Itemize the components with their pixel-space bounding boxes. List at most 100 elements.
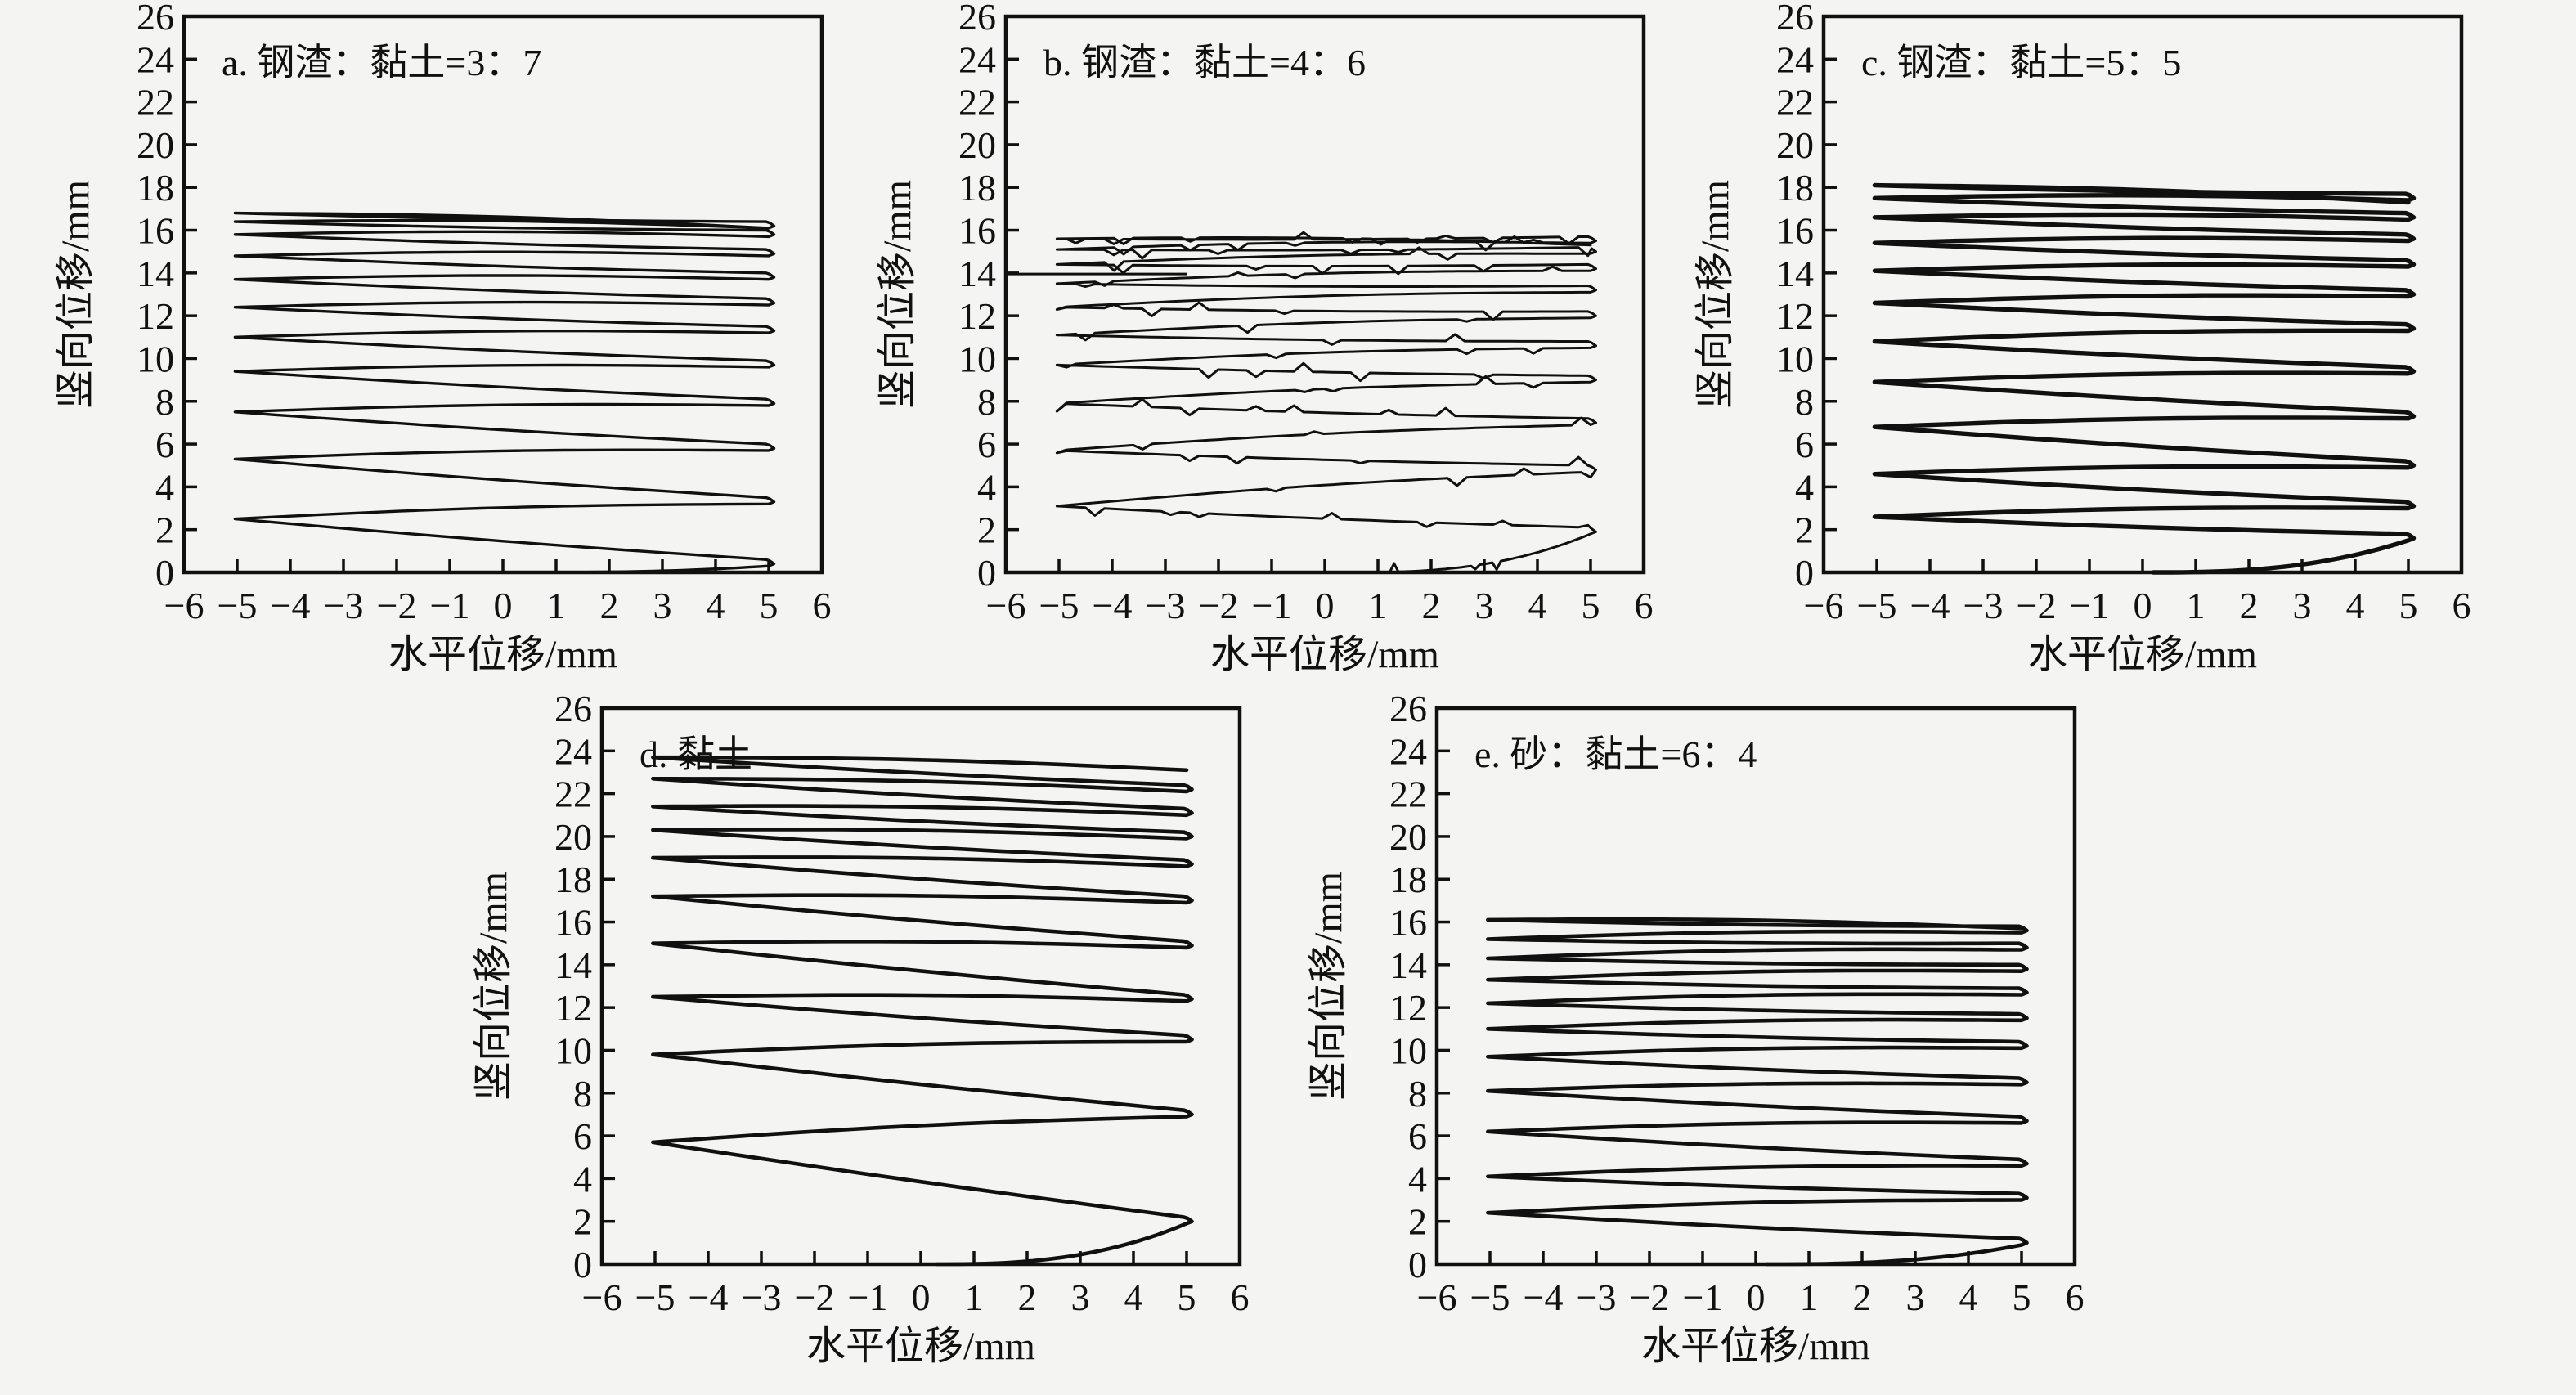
chart-c: −6 −5 −4 −3 −2 −1 0 1 2 3 4 5 6 0 2 4 6 8 10 12 14 16 18 20 22 24… (1685, 0, 2494, 703)
chart-e-y-tick-label: 8 (1408, 1073, 1427, 1115)
chart-a-x-tick-label: 5 (760, 585, 779, 626)
chart-d-y-tick-label: 6 (573, 1115, 592, 1157)
chart-b-curve (1055, 231, 1597, 574)
chart-a-plot-svg: −6 −5 −4 −3 −2 −1 0 1 2 3 4 5 6024681012141618202224… (137, 0, 832, 626)
chart-b-y-tick-label: 16 (958, 210, 996, 252)
chart-e-x-tick-label: −6 (1417, 1276, 1457, 1318)
chart-e-plot-svg: −6 −5 −4 −3 −2 −1 0 1 2 3 4 5 6024681012141618202224… (1389, 692, 2085, 1318)
chart-e-y-tick-label: 14 (1389, 944, 1427, 986)
chart-b-y-tick-label: 6 (977, 424, 996, 465)
chart-e-x-axis-title: 水平位移/mm (1640, 1325, 1870, 1368)
chart-d-y-tick-label: 22 (554, 774, 592, 815)
chart-d-y-tick-label: 12 (554, 987, 592, 1029)
chart-d-panel-label: d. 黏土 (640, 733, 752, 775)
chart-b-panel-label: b. 钢渣：黏土=4：6 (1043, 42, 1366, 83)
chart-a-y-tick-label: 10 (137, 338, 174, 379)
chart-d-y-tick-label: 8 (573, 1073, 592, 1115)
chart-a-y-tick-label: 24 (137, 38, 174, 80)
chart-d-x-tick-label: 6 (1231, 1276, 1250, 1318)
chart-e-x-tick-label: −3 (1577, 1276, 1617, 1318)
chart-d-x-axis-title: 水平位移/mm (806, 1325, 1035, 1368)
chart-b-x-tick-label: 3 (1475, 585, 1494, 626)
chart-b-y-tick-label: 4 (977, 466, 996, 508)
chart-e-x-tick-label: −1 (1683, 1276, 1723, 1318)
chart-a-x-tick-label: −4 (271, 585, 311, 626)
chart-e-y-tick-label: 12 (1389, 987, 1427, 1029)
chart-e-x-tick-label: 1 (1800, 1276, 1819, 1318)
chart-a-x-tick-label: 1 (547, 585, 566, 626)
chart-a-x-tick-label: 4 (707, 585, 725, 626)
chart-c-y-tick-label: 18 (1776, 167, 1814, 209)
chart-a-y-tick-label: 2 (155, 509, 174, 551)
chart-a-x-tick-label: −3 (324, 585, 364, 626)
chart-b-y-tick-label: 20 (958, 124, 996, 166)
chart-a-x-tick-label: −2 (377, 585, 417, 626)
chart-a-panel-label: a. 钢渣：黏土=3：7 (222, 42, 542, 83)
chart-a-y-tick-label: 8 (155, 381, 174, 423)
chart-b-y-tick-label: 18 (958, 167, 996, 209)
chart-b-y-tick-label: 26 (958, 0, 996, 38)
chart-e-y-tick-label: 4 (1408, 1158, 1427, 1200)
chart-b-y-tick-label: 12 (958, 295, 996, 337)
chart-d-y-tick-label: 10 (554, 1029, 592, 1071)
chart-d-y-tick-label: 4 (573, 1158, 592, 1200)
chart-b-y-tick-label: 2 (977, 509, 996, 551)
chart-d-y-tick-label: 14 (554, 944, 592, 986)
chart-d-curve (651, 755, 1194, 1267)
chart-c-x-tick-label: −6 (1804, 585, 1844, 626)
chart-c-x-tick-label: 6 (2453, 585, 2471, 626)
chart-a-y-tick-label: 16 (137, 210, 174, 252)
chart-a-x-tick-label: −6 (164, 585, 204, 626)
chart-a-x-tick-label: 2 (600, 585, 619, 626)
chart-c-y-tick-label: 22 (1776, 82, 1814, 123)
chart-d-y-tick-label: 20 (554, 816, 592, 858)
chart-b-y-tick-label: 8 (977, 381, 996, 423)
chart-d-x-tick-label: −4 (689, 1276, 729, 1318)
chart-c-x-tick-label: 1 (2187, 585, 2206, 626)
chart-a-x-tick-label: −1 (430, 585, 470, 626)
chart-e-y-tick-label: 16 (1389, 902, 1427, 944)
chart-a-x-axis-title: 水平位移/mm (388, 633, 617, 676)
chart-d-x-tick-label: 3 (1071, 1276, 1090, 1318)
chart-e-y-tick-label: 6 (1408, 1115, 1427, 1157)
chart-b-x-tick-label: −4 (1093, 585, 1133, 626)
chart-c-y-tick-label: 16 (1776, 210, 1814, 252)
chart-e-x-tick-label: −5 (1470, 1276, 1510, 1318)
chart-e-y-tick-label: 24 (1389, 730, 1427, 772)
chart-c-x-tick-label: −3 (1963, 585, 2004, 626)
chart-a-y-tick-label: 20 (137, 124, 174, 166)
chart-c-y-tick-label: 4 (1795, 466, 1814, 508)
chart-d-x-tick-label: 4 (1124, 1276, 1143, 1318)
chart-e-x-tick-label: −4 (1524, 1276, 1564, 1318)
chart-c-x-tick-label: −5 (1857, 585, 1897, 626)
chart-b-x-tick-label: 2 (1422, 585, 1441, 626)
chart-a-y-tick-label: 12 (137, 295, 174, 337)
chart-d-x-tick-label: −6 (582, 1276, 622, 1318)
chart-e-y-tick-label: 0 (1408, 1244, 1427, 1285)
chart-a-y-tick-label: 14 (137, 253, 174, 294)
chart-d-x-tick-label: 2 (1018, 1276, 1037, 1318)
chart-c-x-tick-label: 3 (2293, 585, 2312, 626)
chart-e-x-tick-label: 0 (1747, 1276, 1766, 1318)
chart-a-y-tick-label: 22 (137, 82, 174, 123)
chart-b-y-tick-label: 14 (958, 253, 996, 294)
chart-b-y-tick-label: 24 (958, 38, 996, 80)
chart-e-x-tick-label: 5 (2013, 1276, 2031, 1318)
chart-c-y-tick-label: 14 (1776, 253, 1814, 294)
chart-e-x-tick-label: 4 (1959, 1276, 1978, 1318)
chart-e-x-tick-label: 3 (1906, 1276, 1925, 1318)
chart-c-y-tick-label: 24 (1776, 38, 1814, 80)
chart-e-y-tick-label: 2 (1408, 1201, 1427, 1243)
chart-b-x-tick-label: −6 (986, 585, 1026, 626)
chart-c-x-tick-label: 5 (2399, 585, 2418, 626)
chart-b-x-tick-label: −1 (1252, 585, 1292, 626)
chart-d-x-tick-label: 0 (912, 1276, 931, 1318)
chart-a-y-tick-label: 6 (155, 424, 174, 465)
chart-c-y-tick-label: 26 (1776, 0, 1814, 38)
chart-c-x-tick-label: −2 (2017, 585, 2057, 626)
chart-b-plot-svg: −6 −5 −4 −3 −2 −1 0 1 2 3 4 5 6024681012141618202224… (958, 0, 1654, 626)
chart-d-y-tick-label: 18 (554, 859, 592, 900)
chart-e-panel-label: e. 砂：黏土=6：4 (1474, 733, 1757, 775)
chart-a-y-tick-label: 26 (137, 0, 174, 38)
